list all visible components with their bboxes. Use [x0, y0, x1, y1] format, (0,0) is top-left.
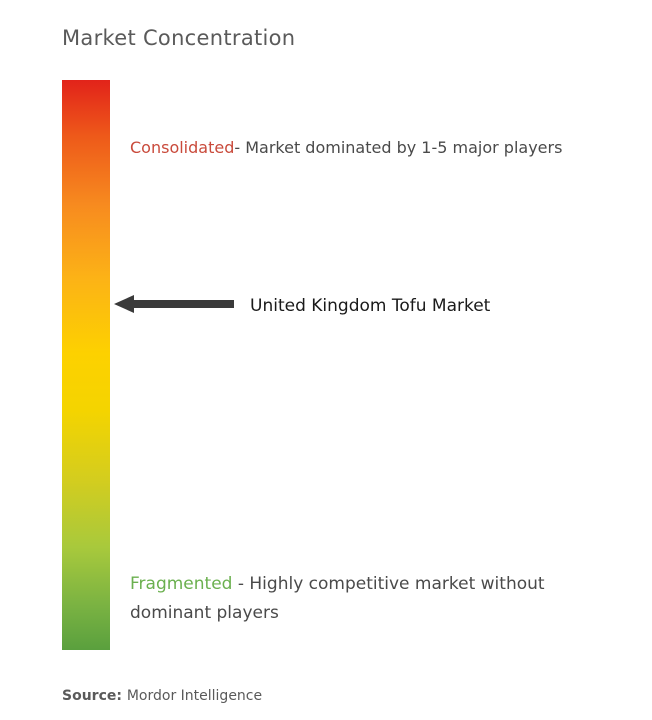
chart-title: Market Concentration	[62, 26, 295, 50]
consolidated-annotation: Consolidated- Market dominated by 1-5 ma…	[130, 138, 562, 157]
source-name: Mordor Intelligence	[127, 688, 262, 704]
market-name-label: United Kingdom Tofu Market	[250, 296, 490, 316]
fragmented-annotation: Fragmented - Highly competitive market w…	[130, 570, 570, 628]
fragmented-label: Fragmented	[130, 574, 232, 594]
source-prefix: Source:	[62, 688, 127, 704]
consolidated-description: - Market dominated by 1-5 major players	[234, 138, 562, 157]
market-position-marker	[114, 293, 234, 315]
concentration-gradient-bar	[62, 80, 110, 650]
consolidated-label: Consolidated	[130, 138, 234, 157]
arrow-shape	[114, 295, 234, 313]
source-attribution: Source: Mordor Intelligence	[62, 688, 262, 704]
arrow-left-icon	[114, 293, 234, 315]
